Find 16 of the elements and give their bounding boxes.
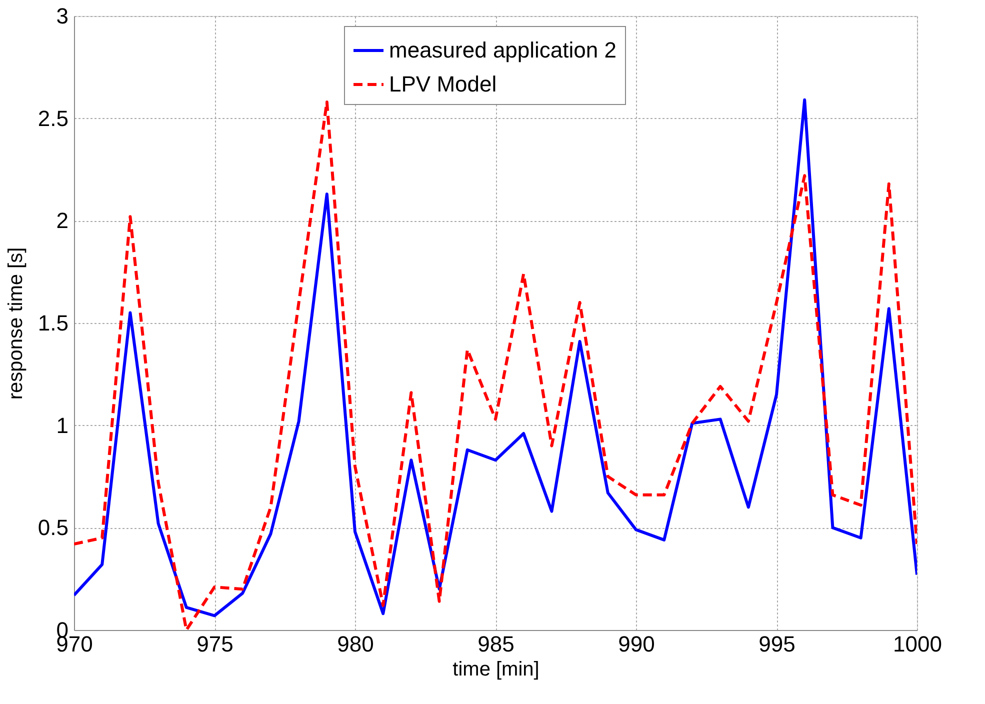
y-tick-label: 3 bbox=[56, 4, 68, 28]
y-tick-label: 1 bbox=[56, 412, 68, 438]
y-tick-label: 2 bbox=[56, 208, 68, 234]
x-tick-label: 990 bbox=[618, 632, 655, 656]
x-tick-label: 985 bbox=[478, 632, 514, 656]
x-axis-title: time [min] bbox=[452, 658, 540, 680]
x-tick-label: 975 bbox=[196, 632, 234, 656]
y-tick-label: 0.5 bbox=[38, 515, 68, 540]
y-tick-label: 1.5 bbox=[38, 310, 68, 336]
x-tick-label: 995 bbox=[758, 632, 796, 656]
legend-label: LPV Model bbox=[389, 72, 497, 96]
x-tick-label: 1000 bbox=[893, 632, 942, 656]
y-axis-title: response time [s] bbox=[4, 247, 27, 400]
legend-label: measured application 2 bbox=[389, 38, 616, 62]
x-tick-label: 980 bbox=[337, 632, 374, 656]
y-tick-label: 2.5 bbox=[38, 106, 68, 131]
